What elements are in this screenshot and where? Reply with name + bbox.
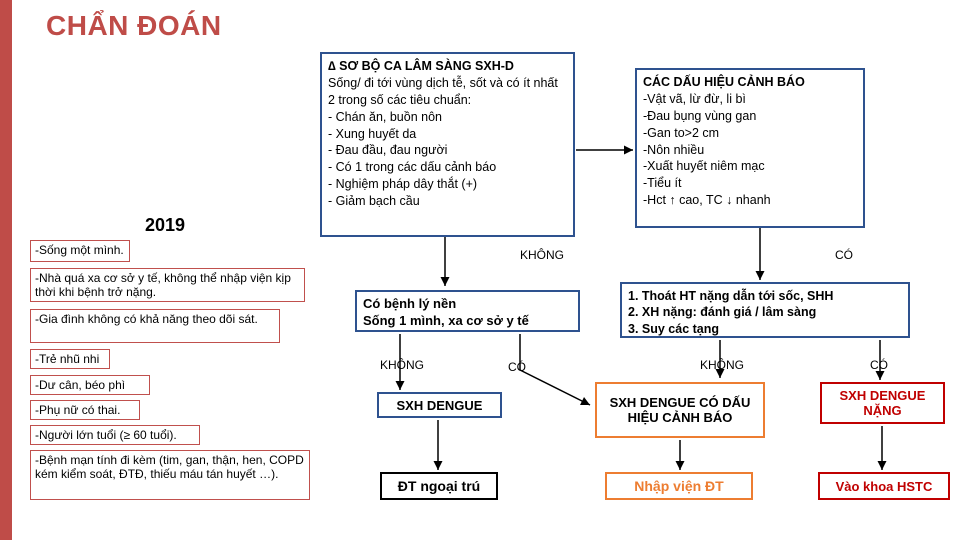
year-label: 2019 — [145, 215, 185, 236]
icu-box: Vào khoa HSTC — [818, 472, 950, 500]
dengue-severe-box: SXH DENGUE NẶNG — [820, 382, 945, 424]
left-item-text: -Sống một mình. — [35, 243, 124, 257]
left-item-7: -Bệnh mạn tính đi kèm (tim, gan, thận, h… — [30, 450, 310, 500]
label-no-2: KHÔNG — [380, 358, 424, 372]
page-title: CHẨN ĐOÁN — [46, 10, 222, 42]
underlying-text: Có bệnh lý nền Sống 1 mình, xa cơ sở y t… — [363, 296, 529, 328]
left-item-text: -Nhà quá xa cơ sở y tế, không thể nhập v… — [35, 271, 294, 299]
inpt-text: Nhập viện ĐT — [634, 478, 723, 494]
label-yes-2: CÓ — [508, 360, 526, 374]
dengue-warn-text: SXH DENGUE CÓ DẤU HIỆU CẢNH BÁO — [601, 395, 759, 425]
icu-text: Vào khoa HSTC — [836, 479, 933, 494]
label-no-1: KHÔNG — [520, 248, 564, 262]
left-item-text: -Gia đình không có khả năng theo dõi sát… — [35, 312, 258, 326]
inpt-box: Nhập viện ĐT — [605, 472, 753, 500]
left-item-text: -Trẻ nhũ nhi — [35, 352, 99, 366]
left-item-1: -Nhà quá xa cơ sở y tế, không thể nhập v… — [30, 268, 305, 302]
dengue-severe-text: SXH DENGUE NẶNG — [822, 388, 943, 418]
left-item-0: -Sống một mình. — [30, 240, 130, 262]
left-item-2: -Gia đình không có khả năng theo dõi sát… — [30, 309, 280, 343]
left-item-text: -Người lớn tuổi (≥ 60 tuổi). — [35, 428, 177, 442]
outpt-box: ĐT ngoại trú — [380, 472, 498, 500]
left-item-4: -Dư cân, béo phì — [30, 375, 150, 395]
accent-bar — [0, 0, 12, 540]
underlying-box: Có bệnh lý nền Sống 1 mình, xa cơ sở y t… — [355, 290, 580, 332]
left-item-text: -Phụ nữ có thai. — [35, 403, 120, 417]
outpt-text: ĐT ngoại trú — [398, 478, 480, 494]
label-yes-1: CÓ — [835, 248, 853, 262]
dengue-warn-box: SXH DENGUE CÓ DẤU HIỆU CẢNH BÁO — [595, 382, 765, 438]
warning-body: -Vật vã, lừ đừ, li bì -Đau bụng vùng gan… — [643, 91, 857, 209]
left-item-text: -Bệnh mạn tính đi kèm (tim, gan, thận, h… — [35, 453, 307, 481]
severe-text: 1. Thoát HT nặng dẫn tới sốc, SHH 2. XH … — [628, 289, 833, 336]
left-item-6: -Người lớn tuổi (≥ 60 tuổi). — [30, 425, 200, 445]
label-yes-3: CÓ — [870, 358, 888, 372]
left-item-text: -Dư cân, béo phì — [35, 378, 125, 392]
primary-box: ∆ SƠ BỘ CA LÂM SÀNG SXH-D Sống/ đi tới v… — [320, 52, 575, 237]
left-item-3: -Trẻ nhũ nhi — [30, 349, 110, 369]
label-no-3: KHÔNG — [700, 358, 744, 372]
warning-title: CÁC DẤU HIỆU CẢNH BÁO — [643, 74, 857, 91]
dengue-text: SXH DENGUE — [397, 398, 483, 413]
left-item-5: -Phụ nữ có thai. — [30, 400, 140, 420]
warning-box: CÁC DẤU HIỆU CẢNH BÁO -Vật vã, lừ đừ, li… — [635, 68, 865, 228]
primary-body: Sống/ đi tới vùng dịch tễ, sốt và có ít … — [328, 75, 567, 210]
dengue-box: SXH DENGUE — [377, 392, 502, 418]
severe-box: 1. Thoát HT nặng dẫn tới sốc, SHH 2. XH … — [620, 282, 910, 338]
primary-title: ∆ SƠ BỘ CA LÂM SÀNG SXH-D — [328, 58, 567, 75]
